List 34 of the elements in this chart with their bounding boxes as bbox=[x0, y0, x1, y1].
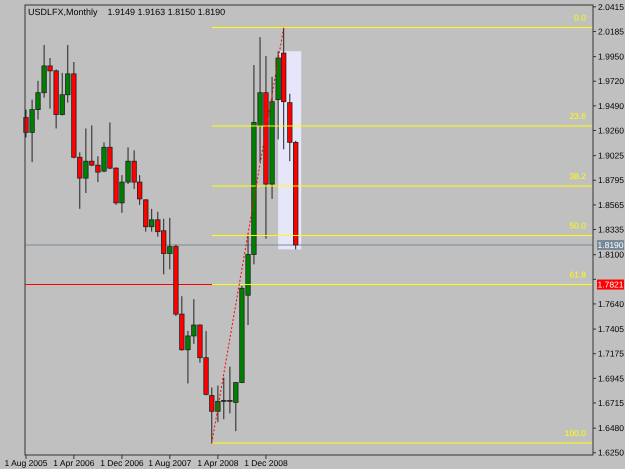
x-tick-label: 1 Apr 2006 bbox=[53, 458, 95, 468]
y-tick-label: 1.8100 bbox=[598, 250, 624, 260]
y-tick-label: 2.0185 bbox=[598, 26, 624, 36]
y-tick-label: 1.9950 bbox=[598, 52, 624, 62]
y-tick-label: 1.8335 bbox=[598, 224, 624, 234]
x-tick-label: 1 Aug 2007 bbox=[148, 458, 192, 468]
series-label: 38.2 bbox=[569, 171, 586, 182]
y-tick-label: 1.9720 bbox=[598, 76, 624, 86]
y-tick-label: 1.6480 bbox=[598, 423, 624, 434]
x-tick-label: 1 Aug 2005 bbox=[4, 458, 48, 468]
chart-subtitle: 1.9149 1.9163 1.8150 1.8190 bbox=[108, 7, 226, 17]
y-tick-label: 1.6250 bbox=[598, 448, 624, 458]
y-tick-label: 1.7175 bbox=[598, 348, 624, 359]
y-tick-label: 1.7640 bbox=[598, 298, 624, 309]
y-tick-label: 1.7405 bbox=[598, 324, 624, 334]
y-tick-label: 1.8565 bbox=[598, 200, 624, 210]
series-label: 100.0 bbox=[564, 428, 586, 438]
y-tick-label: 1.8795 bbox=[598, 175, 624, 186]
ref-line-label: 1.7821 bbox=[598, 280, 624, 290]
y-tick-label: 1.9025 bbox=[598, 150, 624, 161]
series-label: 23.6 bbox=[569, 111, 586, 122]
series-label: 50.0 bbox=[569, 220, 586, 230]
ref-line-label: 1.8190 bbox=[598, 240, 624, 250]
chart-title: USDLFX,Monthly bbox=[28, 7, 98, 17]
y-tick-label: 2.0415 bbox=[598, 2, 624, 12]
y-tick-label: 1.6945 bbox=[598, 373, 624, 384]
y-tick-label: 1.9260 bbox=[598, 125, 624, 136]
x-tick-label: 1 Dec 2008 bbox=[244, 458, 288, 468]
y-tick-label: 1.9490 bbox=[598, 100, 624, 111]
series-label: 0.0 bbox=[574, 12, 586, 23]
x-tick-label: 1 Apr 2008 bbox=[197, 458, 239, 468]
y-tick-label: 1.6715 bbox=[598, 398, 624, 408]
series-label: 61.8 bbox=[569, 270, 586, 280]
x-tick-label: 1 Dec 2006 bbox=[100, 458, 144, 468]
